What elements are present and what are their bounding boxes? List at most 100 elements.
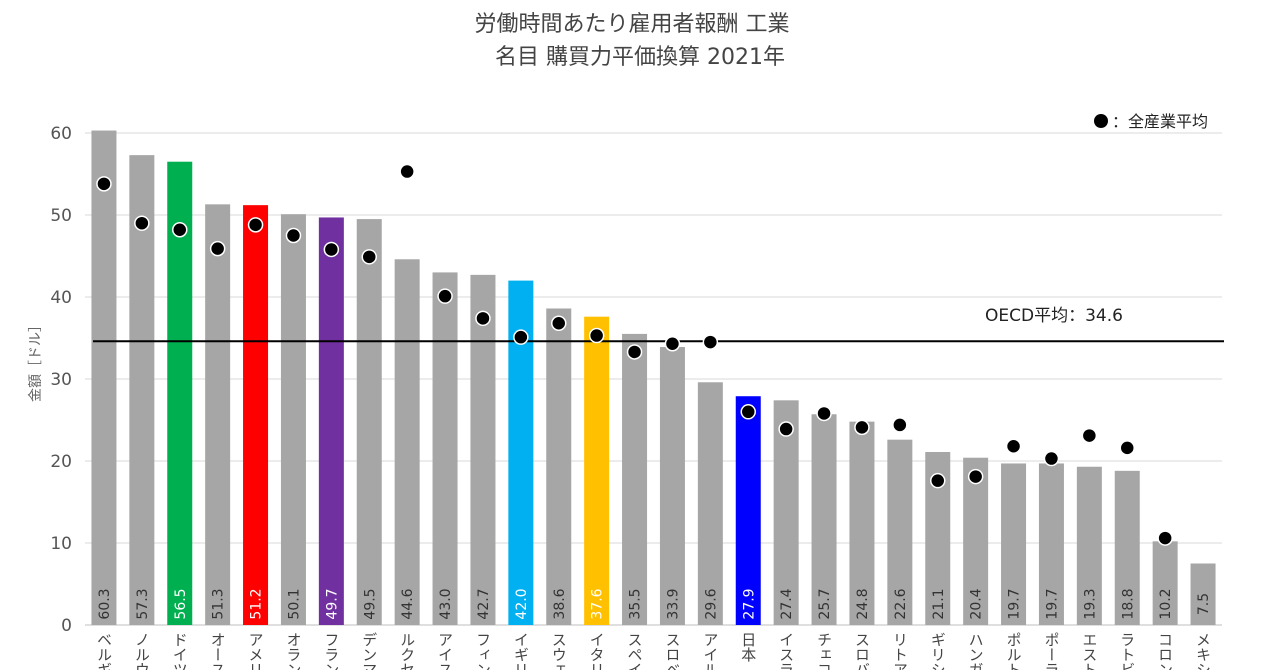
y-tick-label: 40 xyxy=(50,288,72,308)
x-tick-label: オース xyxy=(209,632,227,670)
x-tick-label: ラトビ xyxy=(1118,632,1136,670)
y-tick-label: 0 xyxy=(61,616,72,636)
average-dot xyxy=(1005,438,1022,454)
x-tick-label: スペイ xyxy=(626,632,644,670)
x-tick-label: ギリシ xyxy=(929,632,947,670)
average-dot xyxy=(626,344,643,360)
chart-title: 労働時間あたり雇用者報酬 工業 xyxy=(475,12,790,37)
bar-value-label: 42.7 xyxy=(476,588,492,619)
bar-value-label: 29.6 xyxy=(703,588,719,619)
bar-value-label: 27.9 xyxy=(741,588,757,619)
bar-value-label: 19.7 xyxy=(1044,588,1060,619)
bar xyxy=(1152,541,1178,625)
x-tick-label: ハンガ xyxy=(967,632,985,670)
bar-value-label: 50.1 xyxy=(286,588,302,619)
x-tick-label: スロバ xyxy=(853,632,871,670)
average-dot xyxy=(1081,427,1098,444)
bar xyxy=(622,333,648,625)
bar xyxy=(394,259,420,625)
bar xyxy=(243,205,269,625)
x-tick-label: イタリ xyxy=(588,632,606,670)
bar xyxy=(811,414,837,625)
x-tick-label: チェコ xyxy=(815,632,833,670)
all-industry-dots xyxy=(96,163,1173,546)
y-tick-label: 10 xyxy=(50,534,72,554)
bar xyxy=(1076,466,1102,625)
average-dot xyxy=(967,468,984,485)
bar-value-label: 51.3 xyxy=(211,588,227,619)
x-tick-label: オラン xyxy=(284,632,302,670)
average-dot xyxy=(134,215,150,231)
average-dot xyxy=(247,217,264,233)
x-tick-label: アメリ xyxy=(247,632,265,670)
bar-value-label: 22.6 xyxy=(893,588,909,619)
bar-value-label: 7.5 xyxy=(1196,593,1212,615)
x-tick-label: イスラ xyxy=(777,632,795,670)
bar xyxy=(1114,470,1140,625)
bar-value-label: 49.7 xyxy=(324,588,340,619)
gridlines xyxy=(85,132,1222,626)
bar-value-label: 37.6 xyxy=(590,588,606,619)
y-tick-label: 60 xyxy=(50,124,72,144)
bar xyxy=(280,214,306,625)
bar-value-label: 20.4 xyxy=(969,588,985,619)
bar-value-label: 27.4 xyxy=(779,588,795,619)
x-tick-label: イギリ xyxy=(512,632,530,670)
x-tick-label: コロン xyxy=(1156,632,1174,670)
bar-value-label: 35.5 xyxy=(628,588,644,619)
average-dot xyxy=(702,334,719,350)
x-tick-label: ポーラ xyxy=(1042,632,1060,670)
oecd-average: OECD平均：34.6 xyxy=(93,306,1224,343)
bar xyxy=(735,396,761,625)
legend-label: ：全産業平均 xyxy=(1112,112,1208,131)
y-axis: 0 10 20 30 40 50 60 xyxy=(50,124,72,636)
average-dot xyxy=(816,405,832,422)
x-tick-label: フラン xyxy=(322,632,340,670)
average-dot xyxy=(209,240,226,257)
x-tick-label: ドイツ xyxy=(171,632,189,670)
bar xyxy=(963,457,989,625)
x-tick-label: リトア xyxy=(891,632,909,670)
chart-subtitle: 名目 購買力平価換算 2021年 xyxy=(495,45,785,70)
x-tick-label: ノルウ xyxy=(133,632,151,670)
x-tick-label: スウェ xyxy=(550,632,568,670)
bar-value-label: 10.2 xyxy=(1158,588,1174,619)
x-tick-label: スロベ xyxy=(663,632,681,670)
bar xyxy=(432,272,458,625)
average-dot xyxy=(664,335,681,352)
bar-value-label: 51.2 xyxy=(249,588,265,619)
bar xyxy=(470,274,496,625)
average-dot xyxy=(96,176,112,192)
average-dot xyxy=(778,421,794,437)
bar-value-label: 24.8 xyxy=(855,588,871,619)
bar xyxy=(356,219,382,625)
bar xyxy=(1038,463,1064,625)
average-dot xyxy=(437,288,453,304)
average-dot xyxy=(323,241,340,258)
average-dot xyxy=(854,419,870,436)
bar-value-label: 25.7 xyxy=(817,588,833,619)
average-dot xyxy=(475,310,491,327)
bar xyxy=(167,161,193,625)
average-dot xyxy=(1157,530,1173,546)
bar-value-label: 56.5 xyxy=(173,588,189,619)
bar xyxy=(773,400,799,625)
average-dot xyxy=(399,163,415,180)
oecd-average-label: OECD平均：34.6 xyxy=(985,306,1123,326)
bar-value-label: 49.5 xyxy=(362,588,378,619)
bar-value-label: 60.3 xyxy=(97,588,113,619)
bar xyxy=(1001,463,1027,625)
average-dot xyxy=(1119,440,1135,456)
bar xyxy=(91,130,117,626)
average-dot xyxy=(285,227,302,244)
bar xyxy=(697,382,723,625)
bar-value-label: 42.0 xyxy=(514,588,530,619)
bar xyxy=(1190,563,1216,625)
bar xyxy=(659,347,685,625)
bar xyxy=(584,316,610,625)
average-dot xyxy=(1043,450,1060,467)
x-tick-label: 日本 xyxy=(739,632,757,662)
bar-value-label: 43.0 xyxy=(438,588,454,619)
y-tick-label: 30 xyxy=(50,370,72,390)
x-tick-label: アイル xyxy=(701,632,719,670)
